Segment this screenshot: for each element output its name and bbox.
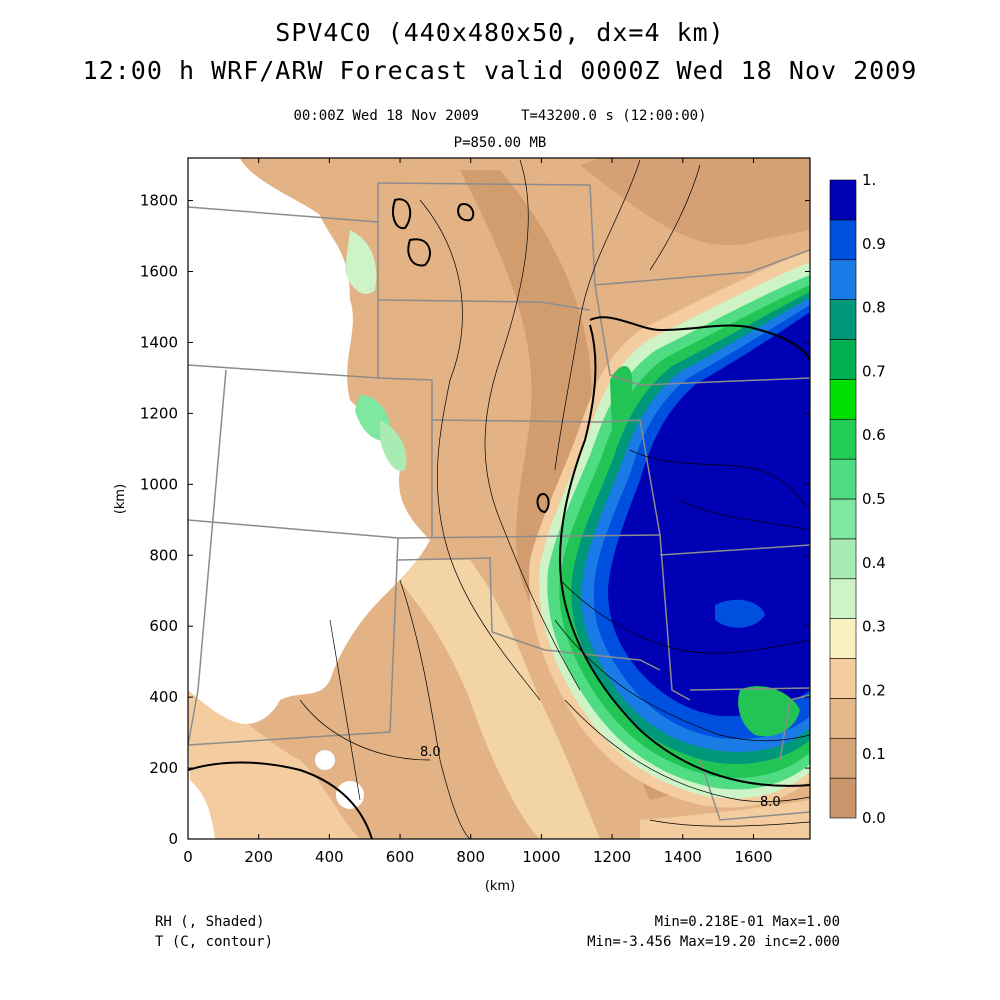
y-tick-label: 0 [168, 830, 178, 848]
rh-range-line: Min=0.218E-01 Max=1.00 [654, 914, 840, 930]
y-tick-label: 1200 [140, 404, 178, 422]
colorbar-swatch [829, 339, 857, 380]
y-tick-label: 400 [149, 688, 178, 706]
colorbar-label: 0.8 [862, 299, 886, 317]
x-tick-label: 0 [183, 848, 193, 866]
temperature-legend-line: T (C, contour) [155, 934, 274, 950]
colorbar-label: 0.7 [862, 362, 886, 380]
rh-moist-patch [345, 230, 377, 294]
x-tick-label: 600 [386, 848, 415, 866]
colorbar-swatch [829, 777, 857, 819]
colorbar-swatch [829, 658, 857, 699]
rh-missing-blob [315, 750, 335, 770]
colorbar-swatch [829, 737, 857, 779]
colorbar-swatch [829, 538, 857, 580]
temperature-contours [299, 159, 810, 839]
colorbar-swatch [829, 498, 857, 540]
colorbar-label: 0.3 [862, 618, 886, 636]
rh-legend-line: RH (, Shaded) [155, 914, 265, 930]
rh-dry-north [580, 158, 810, 246]
colorbar-swatch [829, 418, 857, 460]
colorbar: 0.0 0.1 0.2 0.3 0.4 0.5 0.6 0.7 0.8 0.9 1. [829, 171, 886, 827]
colorbar-label: 0.1 [862, 745, 886, 763]
y-tick-label: 800 [149, 546, 178, 564]
x-tick-label: 800 [456, 848, 485, 866]
x-tick-label: 200 [244, 848, 273, 866]
colorbar-swatch [829, 458, 857, 500]
y-tick-label: 1400 [140, 333, 178, 351]
colorbar-swatch [829, 259, 857, 300]
rh-patch-se-green [738, 686, 800, 737]
y-axis-label: (km) [113, 484, 128, 514]
y-tick-label: 1800 [140, 192, 178, 210]
x-tick-label: 1600 [734, 848, 772, 866]
y-axis-ticks: 0 200 400 600 800 1000 1200 1400 1600 1800 [140, 192, 810, 848]
x-tick-label: 1400 [664, 848, 702, 866]
colorbar-label: 0.9 [862, 235, 886, 253]
contour-8 [188, 198, 810, 839]
x-axis-ticks: 0 200 400 600 800 1000 1200 1400 1600 [183, 158, 773, 866]
footer-left: RH (, Shaded) T (C, contour) [155, 912, 273, 952]
colorbar-swatch [829, 618, 857, 659]
colorbar-label: 0.2 [862, 681, 886, 699]
colorbar-swatch [829, 578, 857, 619]
temperature-range-line: Min=-3.456 Max=19.20 inc=2.000 [587, 934, 840, 950]
y-tick-label: 200 [149, 759, 178, 777]
valid-time-line: 00:00Z Wed 18 Nov 2009 T=43200.0 s (12:0… [293, 108, 707, 124]
rh-missing-blob [336, 781, 364, 809]
rh-spur-green [610, 366, 633, 433]
title-line-2: 12:00 h WRF/ARW Forecast valid 0000Z Wed… [82, 56, 918, 85]
map-plot-area [188, 158, 810, 839]
colorbar-swatch [829, 179, 857, 221]
x-tick-label: 1200 [593, 848, 631, 866]
colorbar-swatch [829, 379, 857, 420]
rh-patch-blue [715, 599, 765, 628]
state-borders [188, 182, 810, 821]
plot-frame [187, 157, 811, 840]
rh-light-band [380, 560, 600, 839]
x-tick-label: 1000 [522, 848, 560, 866]
colorbar-swatch [829, 698, 857, 739]
colorbar-label: 0.4 [862, 554, 886, 572]
colorbar-label: 0.0 [862, 809, 886, 827]
contour-label: 8.0 [420, 745, 441, 760]
pressure-level-line: P=850.00 MB [453, 135, 547, 151]
contour-label: 8.0 [760, 795, 781, 810]
colorbar-label: 1. [862, 171, 876, 189]
y-tick-label: 600 [149, 617, 178, 635]
y-tick-label: 1000 [140, 475, 178, 493]
colorbar-label: 0.5 [862, 490, 886, 508]
x-tick-label: 400 [315, 848, 344, 866]
footer-right: Min=0.218E-01 Max=1.00 Min=-3.456 Max=19… [587, 912, 840, 952]
rh-moist-patch [380, 420, 407, 471]
y-tick-label: 1600 [140, 263, 178, 281]
colorbar-swatch [829, 299, 857, 340]
title-line-1: SPV4C0 (440x480x50, dx=4 km) [275, 18, 725, 47]
x-axis-label: (km) [485, 879, 515, 894]
colorbar-swatch [829, 219, 857, 261]
rh-missing-sw [188, 740, 215, 839]
rh-missing-west [188, 158, 430, 724]
colorbar-label: 0.6 [862, 426, 886, 444]
